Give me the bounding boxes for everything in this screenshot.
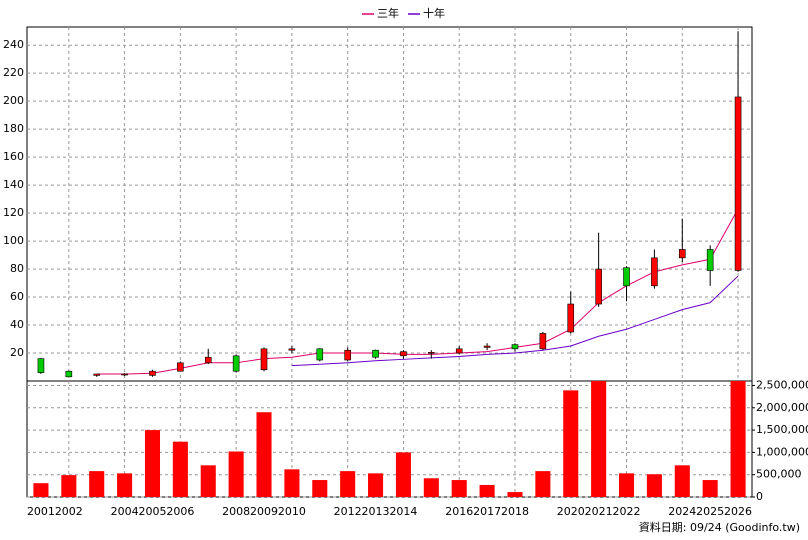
x-tick-label: 2026 xyxy=(724,505,752,518)
y2-tick-label: 1,500,000 xyxy=(756,423,808,436)
volume-bar xyxy=(117,473,133,497)
volume-bar xyxy=(284,469,300,497)
volume-bar xyxy=(33,483,49,497)
x-tick-label: 2012 xyxy=(334,505,362,518)
candle-body xyxy=(372,349,379,358)
volume-bar xyxy=(256,412,272,497)
candle-body xyxy=(734,96,742,271)
legend-label: 三年 xyxy=(377,6,399,20)
candle-body xyxy=(65,370,73,378)
x-tick-label: 2018 xyxy=(501,505,529,518)
y-tick-label: 20 xyxy=(10,346,24,359)
volume-bar xyxy=(368,473,384,497)
y-tick-label: 220 xyxy=(3,66,24,79)
volume-bar xyxy=(89,471,105,497)
y-tick-label: 240 xyxy=(3,38,24,51)
x-tick-label: 2005 xyxy=(138,505,166,518)
x-tick-label: 2017 xyxy=(473,505,501,518)
y-tick-label: 100 xyxy=(3,234,24,247)
x-tick-label: 2001 xyxy=(27,505,55,518)
volume-bar xyxy=(61,475,77,497)
x-tick-label: 2013 xyxy=(362,505,390,518)
volume-bar xyxy=(618,473,635,497)
volume-bar xyxy=(563,390,579,497)
volume-bar xyxy=(200,465,216,497)
volume-bar xyxy=(228,451,244,497)
candle-body xyxy=(37,358,45,373)
candle-body xyxy=(706,249,714,271)
x-tick-label: 2022 xyxy=(613,505,641,518)
y-tick-label: 120 xyxy=(3,206,24,219)
candle-body xyxy=(428,352,435,354)
x-tick-label: 2021 xyxy=(585,505,613,518)
plot-frame xyxy=(26,26,753,498)
y-tick-label: 140 xyxy=(3,178,24,191)
candle-body xyxy=(177,362,184,372)
volume-bar xyxy=(172,441,188,497)
candle-body xyxy=(595,268,602,305)
x-tick-label: 2024 xyxy=(668,505,696,518)
x-tick-label: 2010 xyxy=(278,505,306,518)
volume-bar xyxy=(535,471,551,497)
x-tick-label: 2004 xyxy=(111,505,139,518)
candle-body xyxy=(260,348,268,371)
candle-body xyxy=(623,267,630,287)
candle-body xyxy=(288,348,296,351)
y2-tick-label: 1,000,000 xyxy=(756,445,808,458)
candle-body xyxy=(204,356,212,364)
x-tick-label: 2020 xyxy=(557,505,585,518)
y-tick-label: 200 xyxy=(3,94,24,107)
y-tick-label: 40 xyxy=(10,318,24,331)
x-tick-label: 2025 xyxy=(696,505,724,518)
volume-bar xyxy=(423,478,439,497)
candle-body xyxy=(316,348,324,361)
x-tick-label: 2016 xyxy=(445,505,473,518)
y2-tick-label: 2,500,000 xyxy=(756,378,808,391)
volume-bar xyxy=(312,480,328,497)
candle-body xyxy=(121,373,128,376)
candle-body xyxy=(455,348,463,354)
volume-bar xyxy=(674,465,690,497)
candle-body xyxy=(511,344,519,350)
footnote: 資料日期: 09/24 (Goodinfo.tw) xyxy=(639,520,800,534)
candle-body xyxy=(483,345,491,348)
y-tick-label: 80 xyxy=(10,262,24,275)
volume-bar xyxy=(479,484,495,497)
ma-line xyxy=(291,275,739,367)
ma-line xyxy=(96,208,739,375)
volume-bar xyxy=(702,480,718,497)
y-tick-label: 160 xyxy=(3,150,24,163)
y-tick-label: 60 xyxy=(10,290,24,303)
candle-body xyxy=(651,257,658,287)
candle-body xyxy=(149,370,156,376)
volume-bar xyxy=(395,452,411,497)
volume-bar xyxy=(340,471,356,497)
x-tick-label: 2008 xyxy=(222,505,250,518)
volume-bar xyxy=(144,430,161,497)
volume-bar xyxy=(507,492,523,497)
candle-body xyxy=(567,303,575,333)
y2-tick-label: 2,000,000 xyxy=(756,401,808,414)
y-tick-label: 180 xyxy=(3,122,24,135)
legend-label: 十年 xyxy=(423,6,445,20)
y2-tick-label: 0 xyxy=(756,490,763,503)
x-tick-label: 2009 xyxy=(250,505,278,518)
volume-bar xyxy=(730,381,746,497)
candle-body xyxy=(539,333,547,350)
volume-bar xyxy=(451,480,467,497)
volume-bar xyxy=(591,381,607,497)
candle-body xyxy=(678,249,686,259)
x-tick-label: 2014 xyxy=(389,505,417,518)
volume-bar xyxy=(646,474,662,497)
candle-body xyxy=(93,373,101,376)
x-tick-label: 2006 xyxy=(166,505,194,518)
candle-body xyxy=(400,351,407,357)
x-tick-label: 2002 xyxy=(55,505,83,518)
candle-body xyxy=(344,349,351,361)
candle-body xyxy=(232,355,240,372)
y2-tick-label: 500,000 xyxy=(756,468,802,481)
